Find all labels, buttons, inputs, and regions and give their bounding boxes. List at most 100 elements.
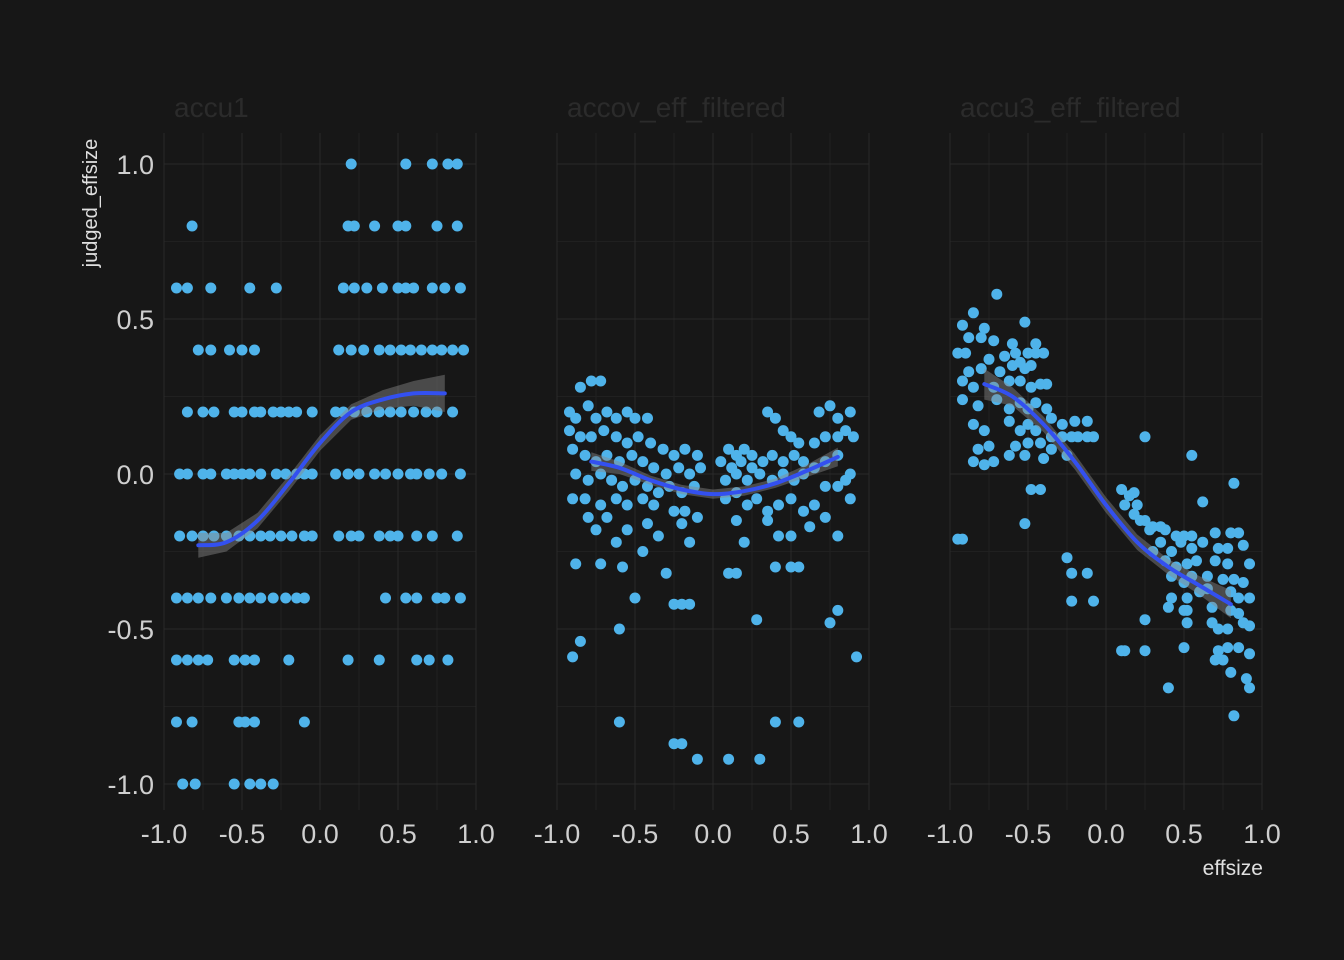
data-point [621, 437, 633, 449]
data-point [291, 592, 303, 604]
data-point [400, 592, 412, 604]
data-point [236, 344, 248, 356]
data-point [629, 474, 641, 486]
data-point [719, 493, 731, 505]
data-point [280, 468, 292, 480]
data-point [451, 158, 463, 170]
data-point [579, 493, 591, 505]
data-point [395, 406, 407, 418]
data-point [1128, 487, 1140, 499]
data-point [632, 431, 644, 443]
data-point [439, 592, 451, 604]
data-point [1119, 645, 1131, 657]
data-point [197, 468, 209, 480]
data-point [590, 412, 602, 424]
data-point [813, 406, 825, 418]
data-point [174, 530, 186, 542]
data-point [1119, 499, 1131, 511]
data-point [668, 598, 680, 610]
data-point [369, 468, 381, 480]
data-point [676, 518, 688, 530]
data-point [695, 462, 707, 474]
y-tick-label: 1.0 [116, 150, 154, 180]
data-point [1166, 546, 1178, 557]
data-point [960, 347, 972, 359]
data-point [1155, 536, 1167, 548]
data-point [228, 406, 240, 418]
x-tick-label: -0.5 [612, 819, 659, 849]
data-point [773, 499, 785, 511]
data-point [298, 468, 310, 480]
data-point [595, 558, 607, 570]
data-point [762, 505, 774, 517]
data-point [1034, 437, 1046, 449]
panel-1: accu1 -1.0 -0.5 0.0 0.5 1.0 [141, 92, 495, 849]
x-tick-label: 0.5 [772, 819, 810, 849]
data-point [1228, 710, 1240, 722]
data-point [832, 431, 844, 443]
data-point [170, 654, 182, 666]
data-point [754, 753, 766, 765]
data-point [1222, 542, 1234, 554]
data-point [851, 651, 863, 663]
data-point [244, 282, 256, 294]
data-point [1206, 601, 1218, 613]
data-point [280, 592, 292, 604]
data-point [181, 592, 193, 604]
data-point [330, 406, 342, 418]
data-point [384, 406, 396, 418]
data-point [197, 530, 209, 542]
data-point [657, 443, 669, 455]
data-point [613, 716, 625, 728]
data-point [679, 505, 691, 517]
data-point [645, 437, 657, 449]
data-point [1072, 431, 1084, 443]
data-point [730, 468, 742, 480]
data-point [1003, 375, 1015, 387]
data-point [567, 493, 579, 505]
data-point [793, 716, 805, 728]
data-point [395, 344, 407, 356]
data-point [1025, 381, 1037, 393]
data-point [244, 592, 256, 604]
data-point [606, 474, 618, 486]
data-point [1066, 595, 1078, 607]
data-point [373, 654, 385, 666]
data-point [181, 282, 193, 294]
data-point [975, 332, 987, 344]
data-point [1019, 449, 1031, 461]
data-point [1025, 484, 1037, 495]
data-point [735, 456, 747, 468]
data-point [1212, 645, 1224, 657]
data-point [769, 716, 781, 728]
data-point [601, 406, 613, 418]
data-point [275, 406, 287, 418]
data-point [1181, 617, 1193, 629]
data-point [333, 344, 345, 356]
data-point [1212, 623, 1224, 635]
x-tick-label: -1.0 [141, 819, 188, 849]
data-point [1081, 567, 1093, 579]
data-point [458, 344, 470, 356]
data-point [236, 468, 248, 480]
data-point [361, 282, 373, 294]
data-point [610, 493, 622, 505]
data-point [1181, 558, 1193, 570]
data-point [423, 654, 435, 666]
data-point [283, 654, 295, 666]
data-point [741, 474, 753, 486]
data-point [454, 468, 466, 480]
data-point [267, 778, 279, 790]
data-point [1134, 515, 1146, 526]
data-point [197, 406, 209, 418]
data-point [967, 381, 979, 393]
data-point [570, 468, 582, 480]
x-tick-label: 0.5 [1165, 819, 1203, 849]
data-point [170, 716, 182, 728]
data-point [1244, 682, 1256, 694]
data-point [192, 592, 204, 604]
data-point [220, 530, 232, 542]
data-point [988, 335, 1000, 347]
smooth-ribbon [198, 374, 445, 558]
